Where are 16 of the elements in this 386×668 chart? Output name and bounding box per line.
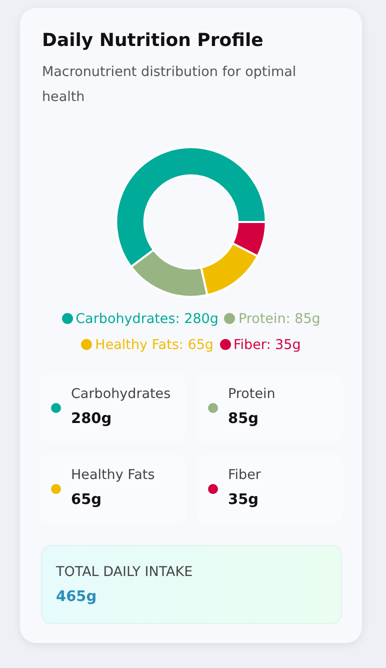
text: 280g — [71, 411, 112, 427]
text: 35g — [228, 492, 259, 508]
text: Fiber — [228, 467, 261, 483]
chart-title: Daily Nutrition Profile — [42, 30, 264, 51]
text: TOTAL DAILY INTAKE — [56, 564, 193, 580]
legend-label: Protein: 85g — [238, 311, 320, 327]
text: 465g — [56, 589, 97, 605]
legend-label: Fiber: 35g — [234, 337, 301, 353]
legend-label: Healthy Fats: 65g — [95, 337, 214, 353]
text: Healthy Fats — [71, 467, 155, 483]
text: Protein — [228, 386, 276, 402]
text: 65g — [71, 492, 102, 508]
chart-subtitle: Macronutrient distribution for optimal health — [42, 63, 298, 107]
legend-label: Carbohydrates: 280g — [76, 311, 218, 327]
text: Carbohydrates — [71, 386, 171, 402]
text: 85g — [228, 411, 259, 427]
